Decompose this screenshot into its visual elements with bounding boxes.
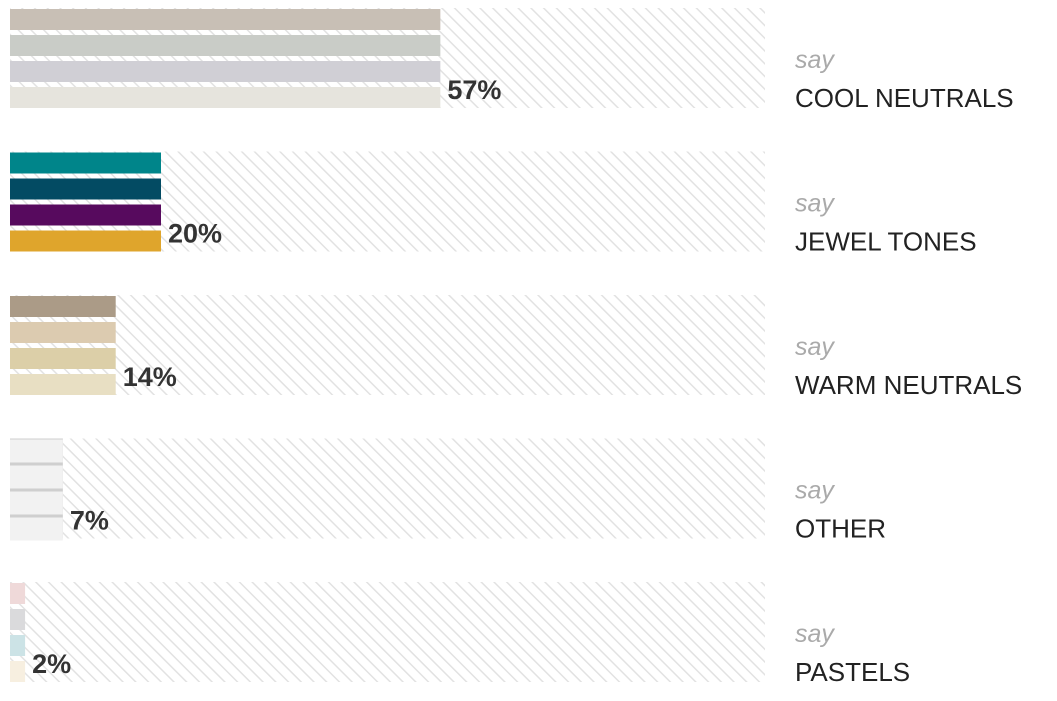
bar-stripe <box>10 491 63 515</box>
bar-stripe <box>10 517 63 541</box>
bar-stripe <box>10 9 441 30</box>
bar-stripe <box>10 178 161 200</box>
bar-track <box>10 438 765 539</box>
value-label: 2% <box>32 649 71 679</box>
category-prefix: say <box>795 190 835 218</box>
bar-stripe <box>10 348 116 369</box>
bar-stripe <box>10 204 161 226</box>
category-label: COOL NEUTRALS <box>795 83 1014 113</box>
bar-stripe <box>10 609 26 630</box>
bar-stripe <box>10 87 441 108</box>
bar-stripe <box>10 35 441 56</box>
category-label: JEWEL TONES <box>795 227 977 257</box>
category-label: PASTELS <box>795 657 910 687</box>
bar-stripe <box>10 61 441 82</box>
category-prefix: say <box>795 333 835 361</box>
bar-stripe <box>10 322 116 343</box>
bar-stripe <box>10 635 26 656</box>
category-prefix: say <box>795 477 835 505</box>
value-label: 7% <box>70 506 109 536</box>
value-label: 20% <box>168 219 222 249</box>
bar-stripe <box>10 583 26 604</box>
bar-stripe <box>10 439 63 463</box>
category-prefix: say <box>795 620 835 648</box>
category-prefix: say <box>795 46 835 74</box>
value-label: 57% <box>447 75 501 105</box>
bar-stripe <box>10 661 26 682</box>
category-label: WARM NEUTRALS <box>795 370 1022 400</box>
bar-stripe <box>10 465 63 489</box>
value-label: 14% <box>123 362 177 392</box>
bar-stripe <box>10 152 161 174</box>
bar-stripe <box>10 296 116 317</box>
bar-stripe <box>10 374 116 395</box>
category-label: OTHER <box>795 514 886 544</box>
bar-stripe <box>10 230 161 252</box>
bar-track <box>10 582 765 682</box>
bar-track <box>10 295 765 395</box>
